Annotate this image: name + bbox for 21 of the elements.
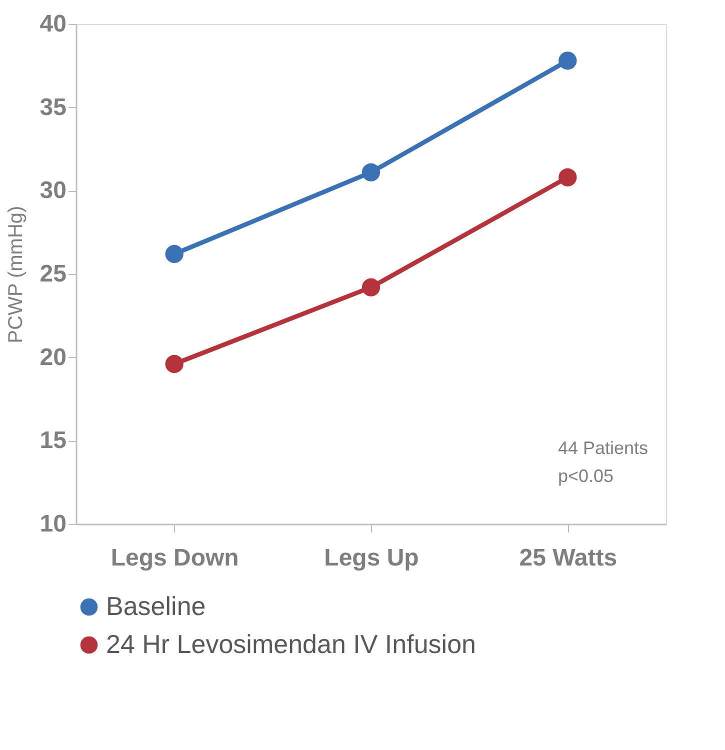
- y-tick-label: 10: [40, 510, 66, 538]
- annotation: 44 Patients: [558, 438, 648, 458]
- point: [558, 168, 577, 186]
- point: [165, 354, 184, 374]
- x-tick-label: Legs Down: [110, 544, 239, 572]
- x-tick-label: Legs Up: [324, 544, 419, 572]
- point: [362, 278, 380, 296]
- y-tick-label: 40: [40, 10, 66, 38]
- point: [362, 163, 380, 182]
- legend-label: 24 Hr Levosimendan IV Infusion: [106, 629, 476, 659]
- y-tick-label: 20: [40, 344, 66, 371]
- point: [165, 244, 184, 264]
- annotation: p<0.05: [558, 466, 614, 486]
- y-tick-label: 25: [40, 260, 66, 288]
- y-axis-title: PCWP (mmHg): [4, 206, 27, 344]
- y-tick-label: 15: [40, 427, 66, 454]
- y-tick-label: 35: [40, 94, 66, 121]
- y-tick-label: 30: [40, 177, 66, 204]
- point: [558, 52, 577, 70]
- x-tick-label: 25 Watts: [519, 544, 618, 572]
- legend-label: Baseline: [106, 591, 206, 621]
